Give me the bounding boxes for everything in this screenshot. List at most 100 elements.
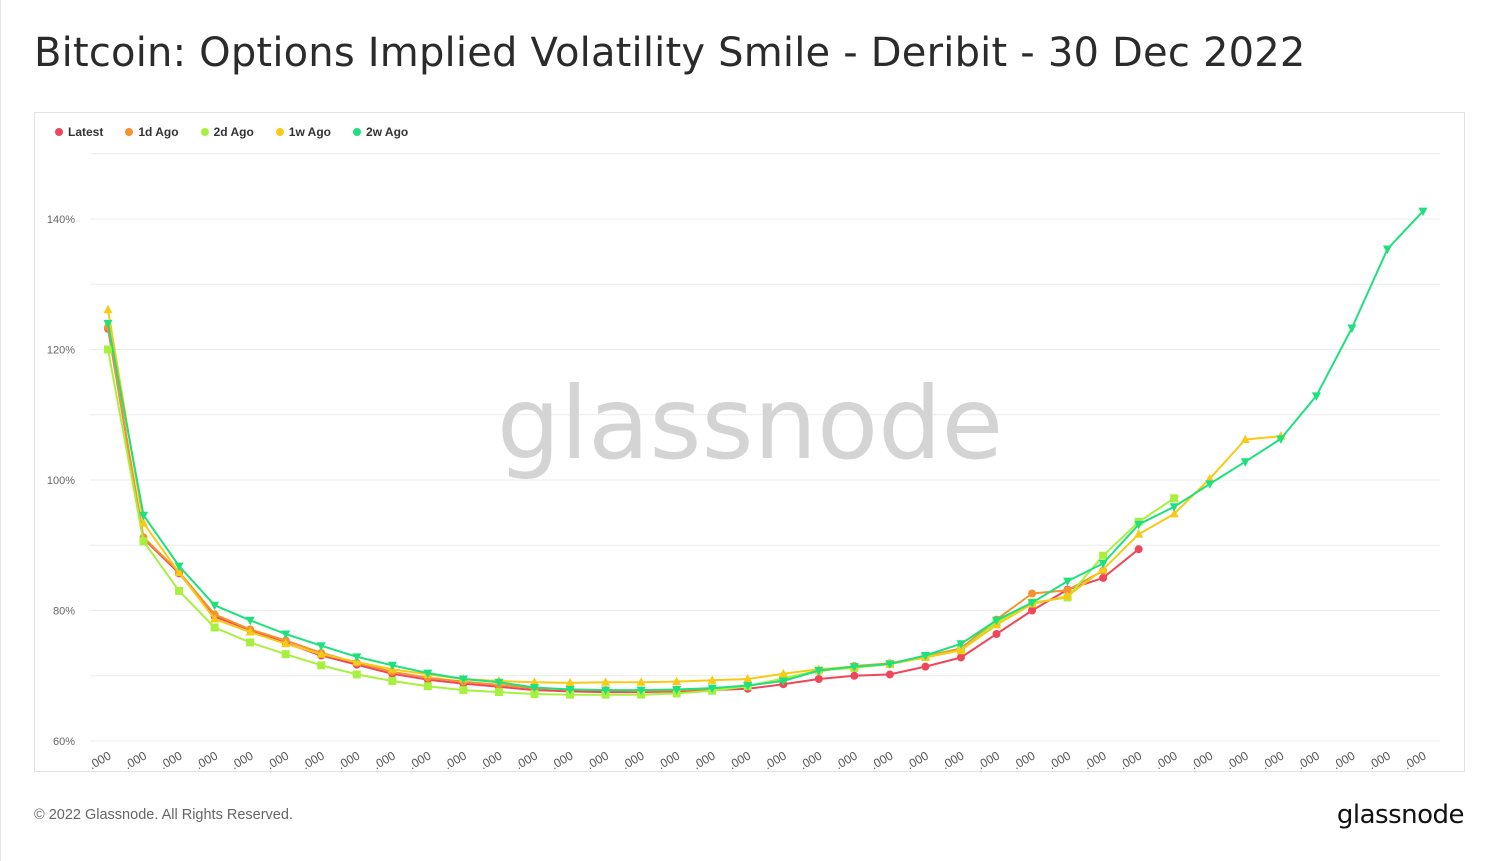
data-point-2w-ago: [1027, 599, 1037, 608]
glassnode-logo[interactable]: glassnode: [1336, 800, 1465, 830]
x-tick-label: .000: [1295, 748, 1323, 772]
x-tick-label: .000: [1188, 748, 1216, 772]
legend-item-2w-ago[interactable]: 2w Ago: [353, 125, 408, 139]
data-point-2w-ago: [423, 669, 433, 679]
data-point-2w-ago: [1418, 207, 1428, 217]
y-axis-ticks: 60% 80% 100% 120% 140%: [47, 214, 75, 748]
legend-item-1w-ago[interactable]: 1w Ago: [275, 125, 332, 139]
x-tick-label: .000: [513, 748, 541, 772]
data-point-1w-ago: [743, 674, 753, 683]
data-point-2d-ago: [459, 686, 468, 695]
data-point-2w-ago: [885, 660, 895, 670]
data-point-1w-ago: [1240, 434, 1250, 444]
x-tick-label: .000: [86, 748, 114, 772]
x-tick-label: .000: [157, 748, 185, 772]
data-point-2w-ago: [529, 683, 539, 693]
data-point-2w-ago: [316, 642, 326, 651]
data-point-2w-ago: [245, 616, 255, 626]
data-point-1w-ago: [565, 677, 575, 687]
x-tick-label: .000: [228, 748, 256, 772]
data-point-latest: [885, 670, 894, 679]
x-tick-label: .000: [690, 748, 718, 772]
x-tick-label: .000: [406, 748, 434, 772]
y-tick-label: 60%: [53, 736, 75, 748]
data-point-2d-ago: [494, 688, 503, 697]
x-tick-label: .000: [655, 748, 683, 772]
data-point-2w-ago: [672, 685, 682, 695]
data-point-1w-ago: [672, 676, 682, 686]
data-point-2w-ago: [1240, 458, 1250, 467]
x-tick-label: .000: [477, 748, 505, 772]
legend-item-2d-ago[interactable]: 2d Ago: [200, 125, 254, 139]
data-point-2w-ago: [707, 684, 717, 694]
legend-item-1d-ago[interactable]: 1d Ago: [125, 125, 179, 139]
data-point-2w-ago: [281, 630, 291, 639]
x-tick-label: .000: [1224, 748, 1252, 772]
data-point-1d-ago: [1063, 586, 1072, 595]
data-point-1w-ago: [601, 677, 611, 686]
x-tick-label: .000: [371, 748, 399, 772]
data-point-2w-ago: [1276, 435, 1286, 444]
data-point-1w-ago: [1169, 508, 1179, 518]
data-point-latest: [956, 653, 965, 662]
series-line-1w-ago: [107, 309, 1281, 684]
data-point-2w-ago: [956, 640, 966, 649]
x-tick-label: .000: [1259, 748, 1287, 772]
data-point-1w-ago: [1063, 591, 1073, 600]
data-point-1w-ago: [316, 649, 326, 658]
data-point-2w-ago: [636, 686, 646, 696]
x-tick-label: .000: [1081, 748, 1109, 772]
y-tick-label: 120%: [47, 345, 75, 357]
data-point-2w-ago: [601, 686, 611, 696]
data-point-1w-ago: [1098, 564, 1108, 573]
data-point-1w-ago: [956, 645, 966, 654]
data-point-2d-ago: [530, 690, 539, 699]
data-point-2w-ago: [139, 511, 149, 521]
data-point-latest: [1028, 606, 1037, 615]
series-line-2w-ago: [107, 210, 1424, 692]
data-point-1w-ago: [636, 677, 646, 686]
data-point-latest: [814, 675, 823, 684]
legend-dot-1w-ago: [275, 128, 284, 136]
y-tick-label: 100%: [47, 475, 75, 487]
data-point-2w-ago: [387, 661, 397, 671]
data-point-2w-ago: [1134, 520, 1144, 530]
legend-dot-2d-ago: [200, 128, 209, 136]
data-point-2w-ago: [1347, 324, 1357, 333]
legend-label-1w-ago: 1w Ago: [288, 125, 332, 139]
x-tick-label: .000: [619, 748, 647, 772]
data-point-2w-ago: [103, 319, 113, 329]
data-point-2w-ago: [565, 685, 575, 695]
x-tick-label: .000: [1117, 748, 1145, 772]
x-tick-label: .000: [584, 748, 612, 772]
data-point-2w-ago: [992, 616, 1002, 626]
data-point-2d-ago: [104, 345, 112, 354]
data-point-1w-ago: [529, 677, 539, 686]
data-point-1w-ago: [210, 613, 220, 623]
data-point-1w-ago: [281, 638, 291, 648]
data-point-1d-ago: [1028, 589, 1037, 598]
legend-label-1d-ago: 1d Ago: [138, 125, 179, 139]
legend-item-latest[interactable]: Latest: [55, 125, 103, 139]
series-2w-ago: [103, 207, 1428, 696]
watermark: glassnode: [497, 365, 1003, 482]
x-tick-label: .000: [975, 748, 1003, 772]
y-tick-label: 140%: [47, 214, 75, 226]
data-point-2w-ago: [1205, 480, 1215, 489]
x-tick-label: .000: [442, 748, 470, 772]
x-tick-label: .000: [868, 748, 896, 772]
copyright-text: © 2022 Glassnode. All Rights Reserved.: [34, 807, 293, 823]
legend-dot-1d-ago: [125, 128, 134, 136]
data-point-2w-ago: [1063, 577, 1073, 587]
x-tick-label: .000: [122, 748, 150, 772]
data-point-2w-ago: [458, 675, 468, 685]
data-point-latest: [1099, 573, 1108, 582]
x-tick-label: .000: [1366, 748, 1394, 772]
x-tick-label: .000: [1010, 748, 1038, 772]
x-axis-ticks: .000 .000 .000 .000 .000 .000 .000 .000 .000 .000…: [86, 748, 1429, 772]
data-point-2w-ago: [743, 682, 753, 691]
page-title: Bitcoin: Options Implied Volatility Smil…: [34, 30, 1306, 76]
data-point-2d-ago: [1099, 551, 1108, 560]
grid-lines: [90, 153, 1440, 742]
x-tick-label: .000: [726, 748, 754, 772]
